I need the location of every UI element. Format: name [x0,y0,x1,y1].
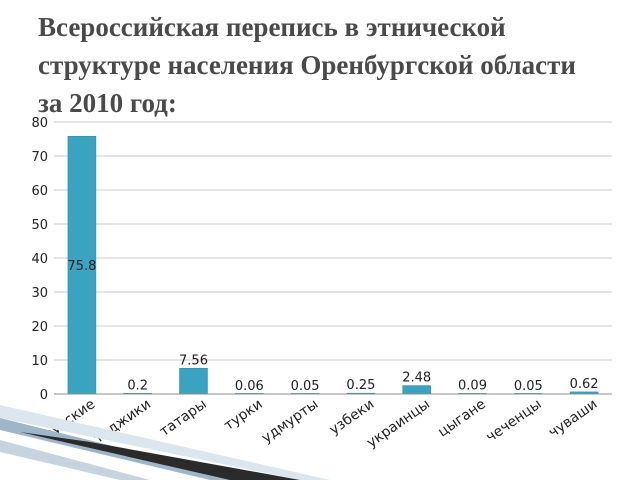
slide-title: Всероссийская перепись в этнической стру… [38,12,576,118]
data-label: 0.62 [570,377,599,392]
data-label: 0.06 [235,379,264,394]
y-tick-label: 10 [31,354,48,369]
data-label: 0.25 [346,378,375,393]
bar-русские [67,136,97,395]
data-label: 2.48 [402,371,431,386]
y-tick-label: 30 [31,286,48,301]
y-tick-label: 40 [31,252,48,267]
y-tick-label: 60 [31,184,48,199]
data-label: 0.09 [458,379,487,394]
data-labels: 75.8 0.2 7.56 0.06 0.05 0.25 2.48 0.09 0.05 0.62 [67,259,598,394]
y-tick-label: 0 [40,388,48,403]
gridlines [54,121,612,361]
data-label: 0.05 [291,379,320,394]
y-axis-ticks: 0 10 20 30 40 50 60 70 80 [31,116,48,403]
data-label: 0.2 [127,378,148,393]
y-tick-label: 50 [31,218,48,233]
bars [67,136,599,395]
data-label: 0.05 [514,379,543,394]
y-tick-label: 20 [31,320,48,335]
y-tick-label: 70 [31,150,48,165]
y-tick-label: 80 [31,116,48,131]
data-label: 75.8 [67,259,96,274]
data-label: 7.56 [179,353,208,368]
